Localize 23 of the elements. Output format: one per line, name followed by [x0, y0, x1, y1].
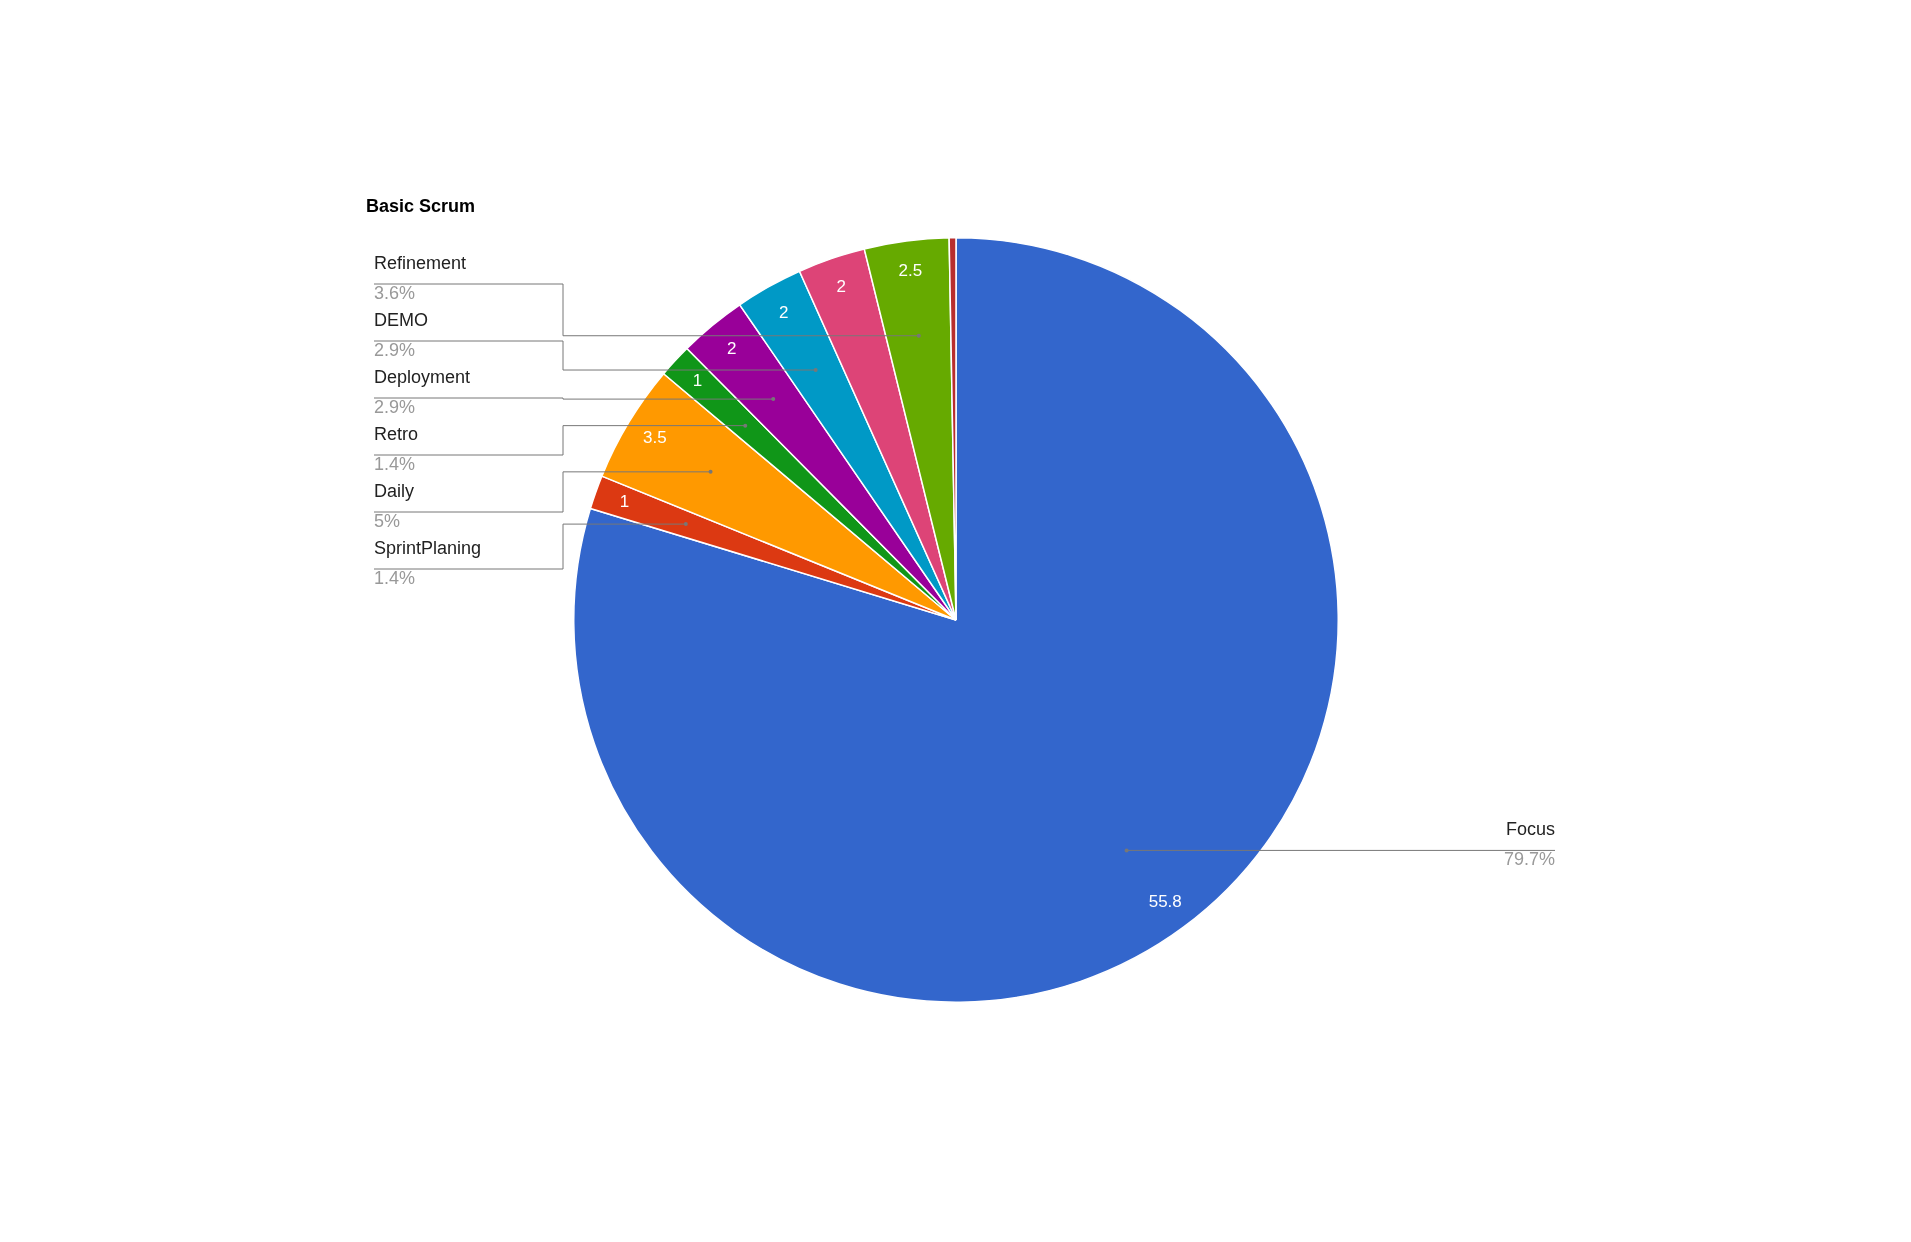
slice-label: Retro	[374, 424, 419, 444]
data-label: 3.5	[643, 427, 667, 447]
text: 5%	[374, 511, 401, 531]
data-label: 2	[836, 277, 847, 297]
slice-label: Deployment	[374, 367, 471, 387]
text: 79.7%	[1503, 849, 1555, 870]
text: 1.4%	[374, 568, 416, 588]
chart-title: Basic Scrum	[366, 196, 476, 216]
text: 3.6%	[374, 283, 416, 303]
data-label: 2	[727, 338, 737, 358]
slice-label: Refinement	[374, 253, 467, 273]
slice-label: SprintPlaning	[374, 538, 482, 558]
data-label: 1	[619, 492, 630, 512]
text: 2.9%	[374, 397, 416, 417]
data-label: 55.8	[1148, 892, 1182, 912]
text: 1.4%	[374, 454, 416, 474]
slice-label: Focus	[1505, 819, 1555, 840]
slice-label: DEMO	[374, 310, 428, 330]
data-label: 2	[779, 303, 789, 323]
text: 2.9%	[374, 340, 416, 360]
data-label: 1	[692, 371, 703, 391]
data-label: 2.5	[898, 260, 923, 280]
slice-label: Daily	[374, 481, 415, 501]
